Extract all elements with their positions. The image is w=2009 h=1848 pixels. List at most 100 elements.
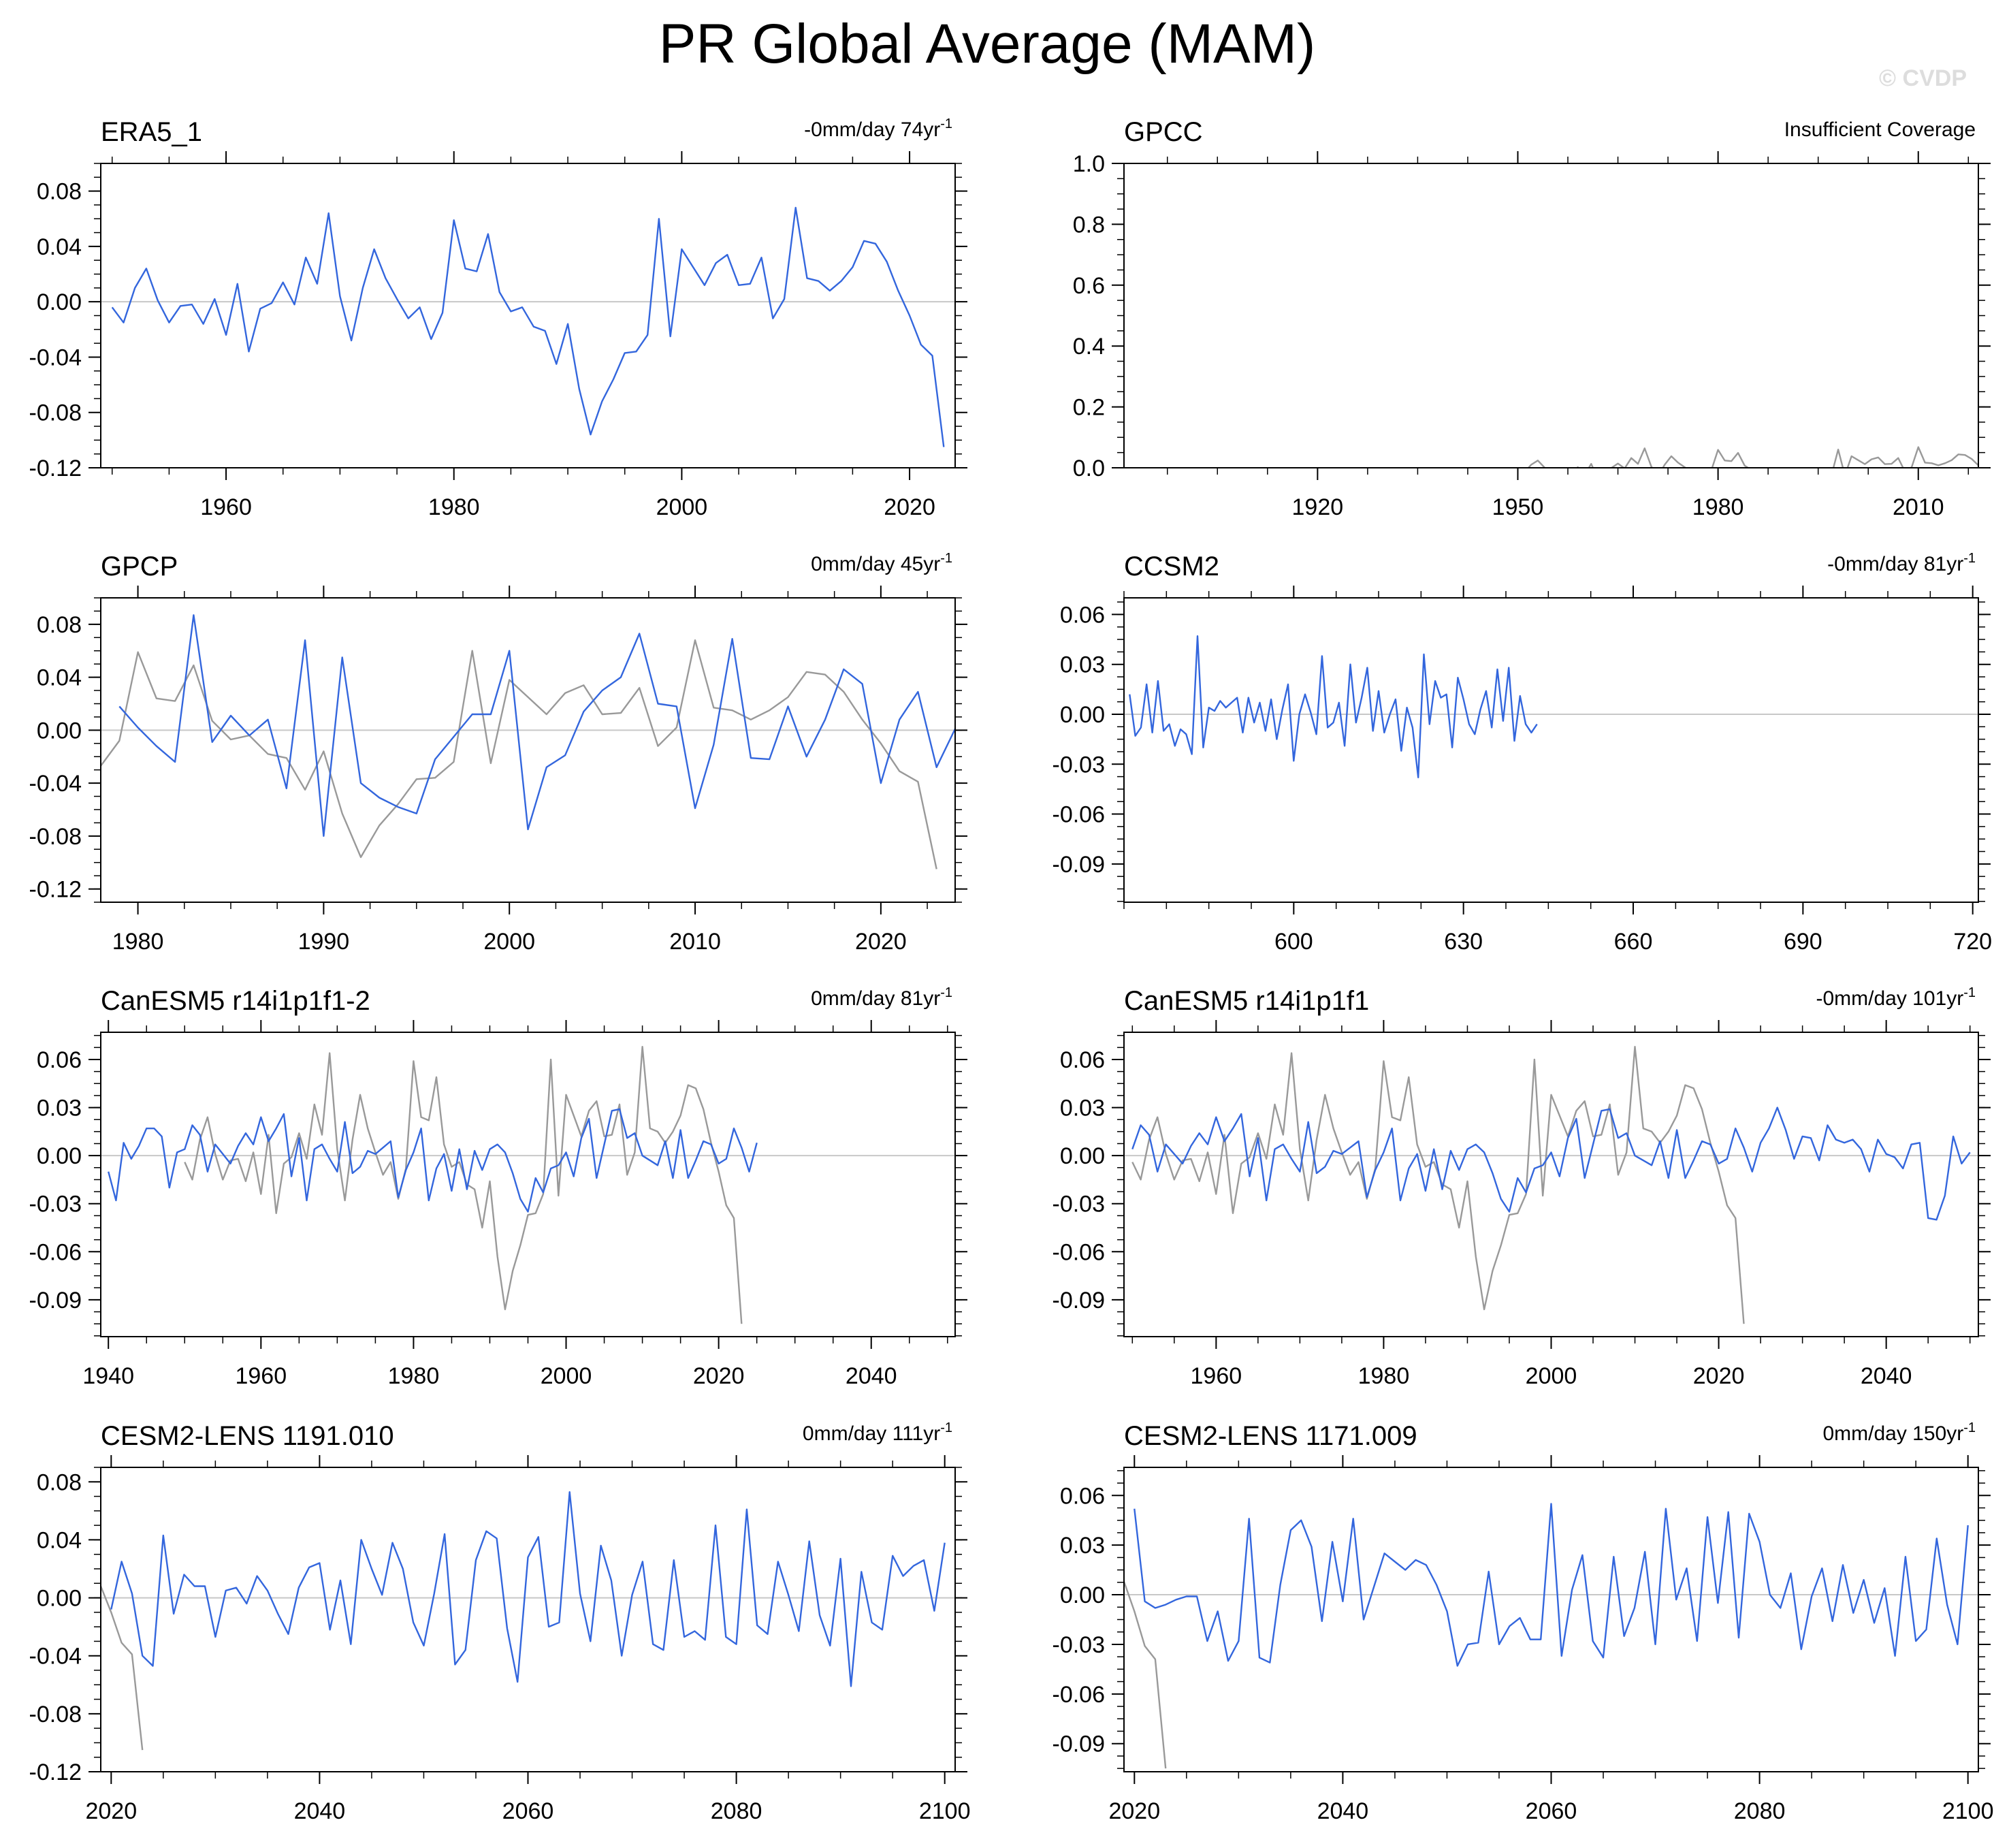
y-tick-label: -0.03 [1052,752,1106,778]
y-tick-label: 0.08 [37,1469,82,1495]
series-line-cesm2-lens-1171-009 [1134,1503,1969,1667]
series-line-canesm5-r14i1p1f1 [1131,1106,1971,1221]
panel-stat: 0mm/day 81yr-1 [811,985,952,1010]
x-tick-label: 2100 [1942,1798,1994,1824]
series-group [101,614,955,870]
y-tick-label: 0.04 [37,665,82,691]
plot-frame [100,597,956,903]
x-tick-label: 1990 [298,929,350,955]
stat-text: -0mm/day 81yr [1827,553,1963,575]
y-tick-label: 0.00 [37,1143,82,1169]
x-tick-label: 1960 [200,494,252,520]
x-tick-label: 2020 [1693,1363,1745,1389]
y-tick-label: -0.09 [29,1288,82,1313]
y-tick-label: -0.09 [1052,1288,1106,1313]
y-tick-label: -0.03 [1052,1192,1106,1217]
y-tick-label: 0.08 [37,612,82,638]
y-tick-label: 0.00 [1060,1582,1105,1608]
series-group [111,206,945,447]
panel-title: GPCP [101,552,178,582]
x-tick-label: 1950 [1492,494,1544,520]
plot-frame [100,1467,956,1772]
series-line-era5-1 [184,1045,743,1324]
series-line-era5-1 [101,639,937,870]
y-tick-label: 0.4 [1073,334,1105,360]
panel-cesm2-lens-1171-009: CESM2-LENS 1171.009 0mm/day 150yr-1 0.06 0.… [1052,1420,1994,1824]
series-line-canesm5-r14i1p1f1-2 [108,1108,758,1213]
y-tick-label: 0.03 [1060,652,1105,678]
stat-text: 0mm/day 81yr [811,987,940,1010]
stat-superscript: -1 [1963,551,1976,566]
y-tick-label: -0.08 [29,400,82,426]
y-tick-label: 0.00 [37,1586,82,1612]
panel-stat: -0mm/day 74yr-1 [804,116,952,141]
plot-frame [1123,597,1979,903]
stat-text: -0mm/day 74yr [804,118,940,141]
y-tick-label: 0.06 [37,1047,82,1073]
stat-text: -0mm/day 101yr [1816,987,1963,1010]
y-tick-label: -0.03 [29,1192,82,1217]
series-group [101,1491,946,1751]
x-tick-label: 1960 [235,1363,287,1389]
panel-cesm2-lens-1191-010: CESM2-LENS 1191.010 0mm/day 111yr-1 0.08 0.… [29,1420,971,1824]
x-tick-label: 1920 [1292,494,1344,520]
plot-frame [1123,163,1979,468]
y-tick-label: 0.04 [37,1527,82,1553]
y-tick-label: 0.06 [1060,602,1105,628]
x-tick-label: 2010 [669,929,721,955]
y-tick-label: 0.06 [1060,1483,1105,1509]
y-tick-label: -0.08 [29,1702,82,1727]
panel-title: GPCC [1124,117,1203,147]
series-line-era5-1 [1131,1045,1745,1324]
x-tick-label: 2000 [483,929,535,955]
plot-frame [1123,1032,1979,1337]
figure-title: PR Global Average (MAM) [658,13,1316,75]
stat-superscript: -1 [940,116,952,131]
y-tick-label: -0.04 [29,771,82,797]
y-tick-label: -0.09 [1052,1732,1106,1757]
series-line-cesm2-lens-1191-010 [110,1491,946,1687]
stat-superscript: -1 [940,985,952,1000]
panel-stat: Insufficient Coverage [1784,118,1976,141]
y-tick-label: 0.6 [1073,273,1105,299]
x-tick-label: 2000 [1526,1363,1577,1389]
stat-text: Insufficient Coverage [1784,118,1976,141]
panel-ccsm2: CCSM2 -0mm/day 81yr-1 0.06 0.03 0.00 -0.03 -0.… [1052,551,1993,955]
x-tick-label: 2060 [1526,1798,1577,1824]
x-tick-label: 2020 [884,494,935,520]
stat-superscript: -1 [1963,985,1976,1000]
panel-title: CanESM5 r14i1p1f1 [1124,986,1369,1016]
y-tick-label: -0.12 [29,877,82,903]
panel-title: ERA5_1 [101,117,202,147]
y-tick-label: 0.0 [1073,456,1105,481]
y-tick-label: -0.04 [29,1644,82,1670]
x-tick-label: 2000 [656,494,708,520]
y-tick-label: -0.06 [1052,1239,1106,1265]
y-tick-label: 0.03 [1060,1533,1105,1559]
y-tick-label: -0.12 [29,1759,82,1785]
x-tick-label: 1980 [388,1363,440,1389]
panel-canesm5-r14i1p1f1-2: CanESM5 r14i1p1f1-2 0mm/day 81yr-1 0.06 0.0… [29,985,967,1389]
y-tick-label: -0.06 [1052,1682,1106,1708]
x-tick-label: 690 [1784,929,1822,955]
panel-title: CESM2-LENS 1191.010 [101,1421,394,1451]
x-tick-label: 2020 [1108,1798,1160,1824]
x-tick-label: 720 [1953,929,1992,955]
y-tick-label: 0.03 [1060,1096,1105,1121]
x-tick-label: 2040 [846,1363,897,1389]
y-tick-label: 0.03 [37,1096,82,1121]
credit-watermark: © CVDP [1879,65,1967,91]
x-tick-label: 1940 [82,1363,134,1389]
x-tick-label: 2100 [919,1798,971,1824]
y-tick-label: -0.03 [1052,1632,1106,1658]
stat-superscript: -1 [1963,1420,1976,1435]
x-tick-label: 660 [1614,929,1653,955]
y-tick-label: -0.06 [1052,802,1106,828]
series-line-era5-1 [1124,1578,1167,1769]
stat-superscript: -1 [940,1420,952,1435]
y-tick-label: 0.00 [1060,702,1105,728]
panel-stat: 0mm/day 111yr-1 [803,1420,952,1445]
series-group [1124,1503,1969,1769]
panel-gpcc: GPCC Insufficient Coverage 1.0 0.8 0.6 0.4 0.2… [1073,117,1991,520]
